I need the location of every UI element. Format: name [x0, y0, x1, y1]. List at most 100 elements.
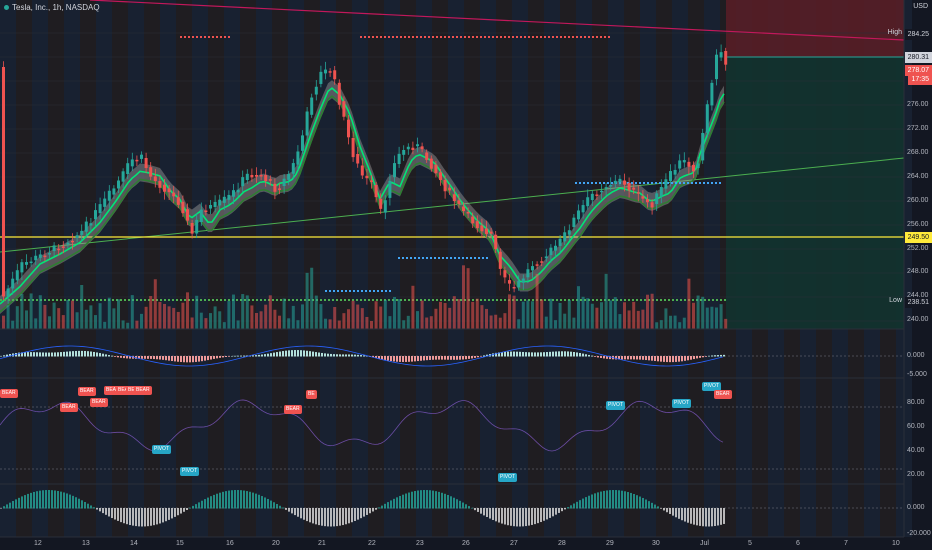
level-dot	[353, 290, 355, 292]
osc-bar	[555, 508, 557, 515]
level-dot	[200, 36, 202, 38]
osc-bar	[369, 508, 371, 514]
level-dot	[280, 299, 282, 301]
osc-bar	[285, 508, 287, 510]
rsi-tick: 80.00	[907, 399, 925, 406]
macd-histogram-bar	[219, 356, 221, 358]
macd-histogram-bar	[180, 356, 182, 363]
osc-bar	[237, 490, 239, 509]
time-tick: 13	[82, 540, 90, 547]
macd-histogram-bar	[348, 354, 350, 357]
level-dot	[196, 36, 198, 38]
macd-histogram-bar	[387, 356, 389, 361]
candle-body	[406, 146, 410, 150]
osc-bar	[636, 495, 638, 509]
level-dot	[428, 36, 430, 38]
level-dot	[711, 182, 713, 184]
osc-bar	[0, 508, 2, 509]
symbol-header[interactable]: Tesla, Inc., 1h, NASDAQ	[4, 3, 100, 12]
osc-bar	[561, 508, 563, 512]
osc-bar	[702, 508, 704, 527]
macd-histogram-bar	[456, 356, 458, 360]
osc-bar	[648, 501, 650, 509]
level-dot	[631, 182, 633, 184]
macd-histogram-bar	[87, 351, 89, 357]
osc-bar	[114, 508, 116, 520]
candle-body	[6, 288, 10, 297]
level-dot	[388, 299, 390, 301]
level-dot	[486, 257, 488, 259]
price-tick: 244.00	[907, 292, 929, 299]
osc-bar	[108, 508, 110, 517]
macd-histogram-bar	[321, 352, 323, 357]
level-dot	[120, 299, 122, 301]
candle-body	[98, 204, 102, 214]
level-dot	[476, 36, 478, 38]
osc-bar	[240, 490, 242, 509]
osc-bar	[366, 508, 368, 515]
level-dot	[712, 299, 714, 301]
osc-bar	[231, 490, 233, 509]
level-dot	[216, 299, 218, 301]
candle-body	[448, 187, 452, 191]
level-dot	[488, 36, 490, 38]
level-dot	[484, 299, 486, 301]
macd-histogram-bar	[0, 356, 2, 357]
candle-body	[273, 183, 277, 192]
level-dot	[329, 290, 331, 292]
level-dot	[398, 257, 400, 259]
volume-bar	[43, 304, 47, 329]
currency-label[interactable]: USD	[913, 3, 928, 10]
level-dot	[659, 182, 661, 184]
macd-histogram-bar	[54, 352, 56, 357]
level-dot	[361, 290, 363, 292]
macd-histogram-bar	[207, 356, 209, 361]
macd-histogram-bar	[663, 356, 665, 362]
macd-histogram-bar	[585, 354, 587, 357]
level-dot	[164, 299, 166, 301]
macd-histogram-bar	[417, 356, 419, 362]
price-tick: 256.00	[907, 221, 929, 228]
level-dot	[608, 299, 610, 301]
level-dot	[396, 36, 398, 38]
volume-bar	[209, 313, 212, 329]
level-dot	[364, 36, 366, 38]
level-dot	[272, 299, 274, 301]
candle-body	[241, 177, 245, 187]
candle-body	[29, 261, 33, 264]
volume-bar	[176, 311, 180, 329]
macd-histogram-bar	[315, 352, 317, 357]
osc-bar	[135, 508, 137, 527]
candle-body	[554, 245, 557, 251]
candle-body	[57, 248, 61, 251]
osc-bar	[345, 508, 347, 525]
macd-histogram-bar	[573, 352, 575, 357]
candle-body	[577, 210, 580, 220]
time-tick: 12	[34, 540, 42, 547]
level-dot	[715, 182, 717, 184]
candle-body	[664, 179, 668, 189]
level-dot	[373, 290, 375, 292]
level-dot	[260, 299, 262, 301]
level-dot	[160, 299, 162, 301]
candle-body	[678, 160, 682, 169]
osc-bar	[204, 499, 206, 509]
macd-histogram-bar	[666, 356, 668, 363]
level-dot	[184, 299, 186, 301]
candle-body	[370, 180, 373, 182]
macd-histogram-bar	[600, 356, 602, 358]
level-dot	[608, 36, 610, 38]
osc-bar	[423, 490, 425, 509]
osc-bar	[375, 508, 377, 510]
macd-histogram-bar	[258, 354, 260, 357]
level-dot	[595, 182, 597, 184]
session-band	[624, 0, 640, 537]
level-dot	[442, 257, 444, 259]
level-dot	[692, 299, 694, 301]
level-dot	[596, 299, 598, 301]
level-dot	[564, 299, 566, 301]
session-band	[272, 0, 288, 537]
candle-body	[222, 196, 226, 203]
volume-bar	[57, 308, 61, 329]
